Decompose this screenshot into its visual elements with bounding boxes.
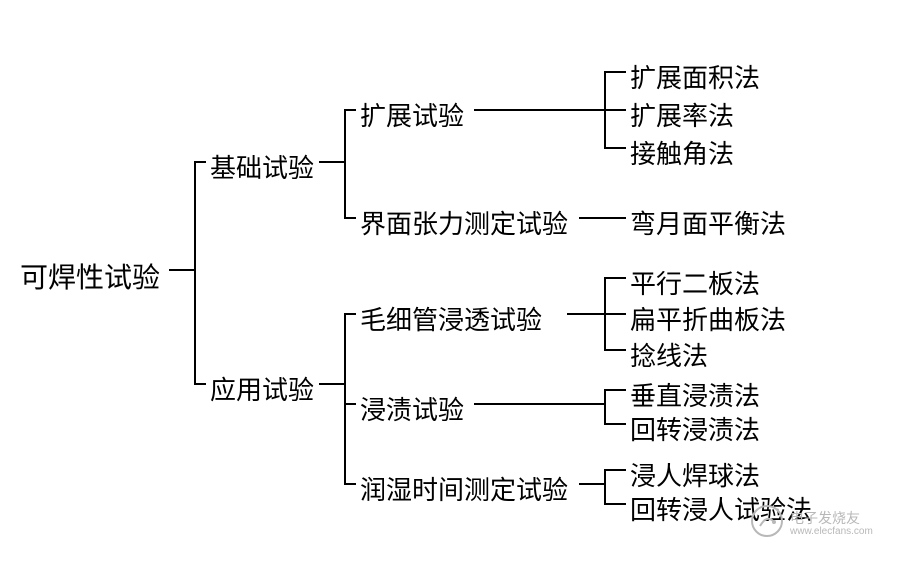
diagram-canvas: 可焊性试验 基础试验 应用试验 扩展试验 界面张力测定试验 毛细管浸透试验 浸渍…	[0, 0, 900, 562]
tree-leaf: 回转浸人试验法	[630, 490, 812, 527]
tree-level3-dip: 浸渍试验	[360, 390, 464, 427]
tree-leaf: 回转浸渍法	[630, 410, 760, 447]
tree-leaf: 接触角法	[630, 134, 734, 171]
watermark-icon	[750, 504, 784, 543]
tree-level3-spread: 扩展试验	[360, 96, 464, 133]
tree-level2-basic: 基础试验	[210, 148, 314, 185]
tree-level3-tension: 界面张力测定试验	[360, 204, 568, 241]
tree-level2-applied: 应用试验	[210, 370, 314, 407]
watermark-text-bottom: www.elecfans.com	[790, 526, 873, 537]
tree-level3-wetting: 润湿时间测定试验	[360, 470, 568, 507]
tree-root: 可焊性试验	[20, 256, 160, 296]
tree-leaf: 捻线法	[630, 336, 708, 373]
tree-leaf: 浸人焊球法	[630, 456, 760, 493]
tree-leaf: 扩展率法	[630, 96, 734, 133]
tree-leaf: 扁平折曲板法	[630, 300, 786, 337]
tree-leaf: 平行二板法	[630, 264, 760, 301]
tree-leaf: 扩展面积法	[630, 58, 760, 95]
watermark-text-top: 电子发烧友	[790, 508, 860, 528]
tree-level3-capillary: 毛细管浸透试验	[360, 300, 542, 337]
tree-leaf: 弯月面平衡法	[630, 204, 786, 241]
tree-leaf: 垂直浸渍法	[630, 376, 760, 413]
